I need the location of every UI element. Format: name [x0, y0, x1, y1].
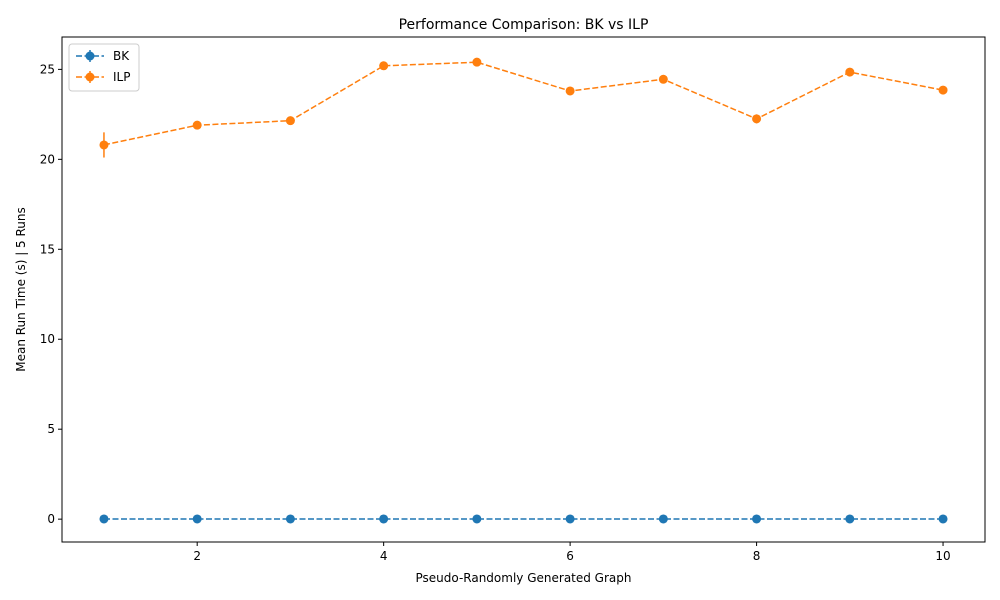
plot-frame: [61, 36, 986, 543]
x-tick-label: 8: [753, 549, 761, 563]
data-point-ilp: [285, 116, 295, 126]
data-point-bk: [845, 514, 855, 524]
legend: BK ILP: [68, 43, 140, 92]
y-tick-label: 10: [40, 332, 55, 346]
data-point-ilp: [752, 114, 762, 124]
y-tick-label: 0: [47, 512, 55, 526]
y-tick-label: 25: [40, 62, 55, 76]
data-point-ilp: [938, 85, 948, 95]
data-point-bk: [938, 514, 948, 524]
y-tick-label: 5: [47, 422, 55, 436]
chart-title: Performance Comparison: BK vs ILP: [399, 17, 649, 33]
y-tick-label: 15: [40, 242, 55, 256]
data-point-ilp: [99, 140, 109, 150]
series-line-ilp: [103, 61, 944, 146]
data-point-ilp: [658, 74, 668, 84]
legend-marker-ilp: [85, 72, 95, 82]
data-point-bk: [752, 514, 762, 524]
data-point-bk: [285, 514, 295, 524]
legend-label-ilp: ILP: [113, 70, 130, 84]
data-point-bk: [99, 514, 109, 524]
y-axis-label: Mean Run Time (s) | 5 Runs: [14, 207, 28, 372]
data-point-bk: [658, 514, 668, 524]
data-point-bk: [379, 514, 389, 524]
data-point-ilp: [192, 120, 202, 130]
data-point-ilp: [379, 61, 389, 71]
legend-label-bk: BK: [113, 49, 130, 63]
y-axis: 0 5 10 15 20 25: [40, 62, 62, 526]
data-point-bk: [472, 514, 482, 524]
data-point-bk: [192, 514, 202, 524]
x-tick-label: 10: [935, 549, 950, 563]
data-point-ilp: [845, 67, 855, 77]
y-tick-label: 20: [40, 152, 55, 166]
data-point-ilp: [472, 57, 482, 67]
x-tick-label: 6: [566, 549, 574, 563]
data-point-ilp: [565, 86, 575, 96]
legend-marker-bk: [85, 51, 95, 61]
x-axis: 2 4 6 8 10: [193, 542, 951, 563]
data-point-bk: [565, 514, 575, 524]
x-axis-label: Pseudo-Randomly Generated Graph: [416, 571, 632, 585]
plot-area: [99, 57, 948, 524]
x-tick-label: 2: [193, 549, 201, 563]
x-tick-label: 4: [380, 549, 388, 563]
